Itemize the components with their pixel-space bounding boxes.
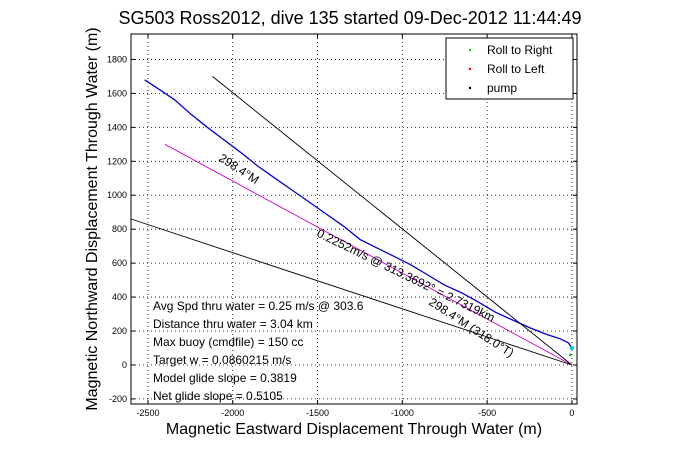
series-line-1 <box>164 143 573 366</box>
y-tick-label: 0 <box>122 360 127 370</box>
stats-block: Avg Spd thru water = 0.25 m/s @ 303.6 Di… <box>153 299 364 403</box>
chart-title: SG503 Ross2012, dive 135 started 09-Dec-… <box>119 8 582 28</box>
y-tick-label: -200 <box>109 394 127 404</box>
x-tick-label: -1000 <box>391 408 414 418</box>
roll-right-marker <box>568 353 572 357</box>
y-tick-label: 200 <box>112 326 127 336</box>
annotation-heading-upper: 298.4°M <box>216 151 261 187</box>
stat-model-glide: Model glide slope = 0.3819 <box>153 371 297 385</box>
legend-item-pump: pump <box>468 81 517 95</box>
series-line-3 <box>130 218 573 366</box>
x-tick-label: -2500 <box>136 408 159 418</box>
legend: Roll to Right Roll to Left pump <box>445 37 574 100</box>
legend-label-roll-left: Roll to Left <box>487 62 545 76</box>
series-line-2 <box>212 76 573 366</box>
y-tick-label: 800 <box>112 224 127 234</box>
x-axis-ticks: -2500 -2000 -1500 -1000 -500 0 <box>136 34 574 418</box>
x-tick-label: -2000 <box>221 408 244 418</box>
x-tick-label: -500 <box>478 408 496 418</box>
legend-item-roll-left: Roll to Left <box>468 62 545 76</box>
legend-item-roll-right: Roll to Right <box>468 43 553 57</box>
x-axis-label: Magnetic Eastward Displacement Through W… <box>166 421 542 438</box>
y-tick-label: 400 <box>112 292 127 302</box>
y-axis-ticks: -200 0 200 400 600 800 1000 1200 1400 1600 1800 <box>107 54 577 404</box>
y-tick-label: 1200 <box>107 156 127 166</box>
x-tick-label: -1500 <box>306 408 329 418</box>
legend-box <box>445 37 574 100</box>
grid-lines <box>131 34 577 404</box>
y-tick-label: 1000 <box>107 190 127 200</box>
legend-marker-roll-right <box>468 48 472 52</box>
x-tick-label: 0 <box>569 408 574 418</box>
stat-distance: Distance thru water = 3.04 km <box>153 317 313 331</box>
roll-right-marker <box>569 345 574 350</box>
y-tick-label: 1400 <box>107 122 127 132</box>
stat-avg-speed: Avg Spd thru water = 0.25 m/s @ 303.6 <box>153 299 364 313</box>
series-lines <box>130 76 574 366</box>
legend-label-roll-right: Roll to Right <box>487 43 553 57</box>
plot-area-frame <box>130 33 578 405</box>
legend-marker-roll-left <box>468 67 472 71</box>
y-tick-label: 1800 <box>107 54 127 64</box>
legend-label-pump: pump <box>487 81 517 95</box>
y-tick-label: 600 <box>112 258 127 268</box>
stat-target-w: Target w = 0.0860215 m/s <box>153 353 291 367</box>
y-axis-label: Magnetic Northward Displacement Through … <box>84 27 101 410</box>
stat-net-glide: Net glide slope = 0.5105 <box>153 389 283 403</box>
stat-max-buoy: Max buoy (cmdfile) = 150 cc <box>153 335 303 349</box>
legend-marker-pump <box>468 86 472 90</box>
y-tick-label: 1600 <box>107 88 127 98</box>
